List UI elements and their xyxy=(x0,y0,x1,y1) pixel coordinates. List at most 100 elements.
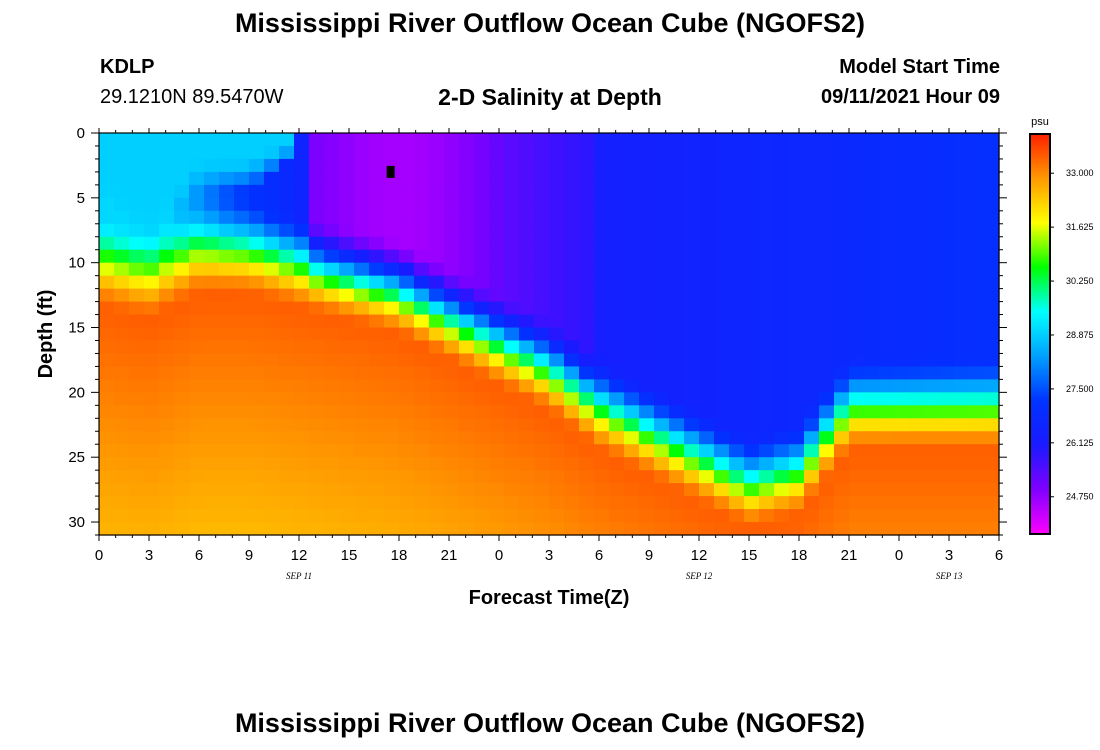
heatmap-cell xyxy=(264,133,280,147)
heatmap-cell xyxy=(474,379,490,393)
heatmap-cell xyxy=(174,301,190,316)
heatmap-cell xyxy=(354,392,370,406)
heatmap-cell xyxy=(819,210,835,225)
heatmap-cell xyxy=(564,431,580,445)
heatmap-cell xyxy=(744,249,760,264)
heatmap-cell xyxy=(189,340,205,355)
heatmap-cell xyxy=(294,171,310,186)
heatmap-cell xyxy=(864,457,880,471)
heatmap-cell xyxy=(159,158,175,173)
heatmap-cell xyxy=(339,314,355,329)
heatmap-cell xyxy=(579,496,595,510)
heatmap-cell xyxy=(654,418,670,432)
heatmap-cell xyxy=(609,223,625,238)
heatmap-cell xyxy=(909,262,925,277)
heatmap-cell xyxy=(309,470,325,484)
heatmap-cell xyxy=(159,444,175,458)
heatmap-cell xyxy=(534,353,550,368)
heatmap-cell xyxy=(729,236,745,251)
heatmap-cell xyxy=(669,483,685,497)
heatmap-cell xyxy=(519,353,535,368)
heatmap-cell xyxy=(459,470,475,484)
heatmap-cell xyxy=(504,184,520,199)
heatmap-cell xyxy=(909,340,925,355)
heatmap-cell xyxy=(594,522,610,536)
heatmap-cell xyxy=(459,379,475,393)
heatmap-cell xyxy=(399,444,415,458)
heatmap-cell xyxy=(699,496,715,510)
heatmap-cell xyxy=(969,418,985,432)
heatmap-cell xyxy=(144,366,160,380)
heatmap-cell xyxy=(219,327,235,342)
heatmap-cell xyxy=(924,405,940,419)
heatmap-cell xyxy=(714,249,730,264)
heatmap-cell xyxy=(879,353,895,368)
heatmap-cell xyxy=(954,366,970,380)
heatmap-cell xyxy=(324,405,340,419)
heatmap-cell xyxy=(459,288,475,303)
heatmap-cell xyxy=(519,470,535,484)
heatmap-cell xyxy=(144,522,160,536)
heatmap-cell xyxy=(519,158,535,173)
heatmap-cell xyxy=(264,314,280,329)
heatmap-cell xyxy=(729,249,745,264)
heatmap-cell xyxy=(429,314,445,329)
heatmap-cell xyxy=(714,366,730,380)
heatmap-cell xyxy=(279,145,295,160)
heatmap-cell xyxy=(579,223,595,238)
heatmap-cell xyxy=(369,392,385,406)
heatmap-cell xyxy=(294,366,310,380)
heatmap-cell xyxy=(729,522,745,536)
heatmap-cell xyxy=(819,145,835,160)
heatmap-cell xyxy=(114,262,130,277)
heatmap-cell xyxy=(279,483,295,497)
heatmap-cell xyxy=(729,223,745,238)
heatmap-cell xyxy=(894,301,910,316)
heatmap-cell xyxy=(984,444,1000,458)
heatmap-cell xyxy=(684,392,700,406)
heatmap-cell xyxy=(684,158,700,173)
heatmap-cell xyxy=(474,236,490,251)
heatmap-cell xyxy=(369,262,385,277)
heatmap-cell xyxy=(399,249,415,264)
heatmap-cell xyxy=(519,483,535,497)
heatmap-cell xyxy=(864,483,880,497)
heatmap-cell xyxy=(174,158,190,173)
heatmap-cell xyxy=(954,405,970,419)
heatmap-cell xyxy=(429,262,445,277)
heatmap-cell xyxy=(759,262,775,277)
heatmap-cell xyxy=(279,353,295,368)
heatmap-cell xyxy=(759,483,775,497)
heatmap-cell xyxy=(219,405,235,419)
heatmap-cell xyxy=(639,457,655,471)
heatmap-cell xyxy=(954,496,970,510)
heatmap-cell xyxy=(324,288,340,303)
heatmap-cell xyxy=(819,301,835,316)
heatmap-cell xyxy=(684,236,700,251)
heatmap-cell xyxy=(279,405,295,419)
heatmap-cell xyxy=(429,470,445,484)
heatmap-cell xyxy=(684,197,700,212)
heatmap-cell xyxy=(969,470,985,484)
heatmap-cell xyxy=(714,483,730,497)
heatmap-cell xyxy=(354,145,370,160)
heatmap-cell xyxy=(414,509,430,523)
heatmap-cell xyxy=(714,470,730,484)
heatmap-cell xyxy=(804,184,820,199)
heatmap-cell xyxy=(384,249,400,264)
heatmap-cell xyxy=(939,133,955,147)
heatmap-cell xyxy=(684,496,700,510)
heatmap-cell xyxy=(939,249,955,264)
heatmap-cell xyxy=(669,275,685,290)
heatmap-cell xyxy=(699,197,715,212)
heatmap-cell xyxy=(459,392,475,406)
heatmap-cell xyxy=(414,145,430,160)
heatmap-cell xyxy=(249,210,265,225)
station-marker xyxy=(386,165,395,178)
heatmap-cell xyxy=(504,236,520,251)
heatmap-cell xyxy=(579,353,595,368)
heatmap-cell xyxy=(834,262,850,277)
heatmap-cell xyxy=(834,275,850,290)
heatmap-cell xyxy=(99,145,115,160)
heatmap-cell xyxy=(834,340,850,355)
